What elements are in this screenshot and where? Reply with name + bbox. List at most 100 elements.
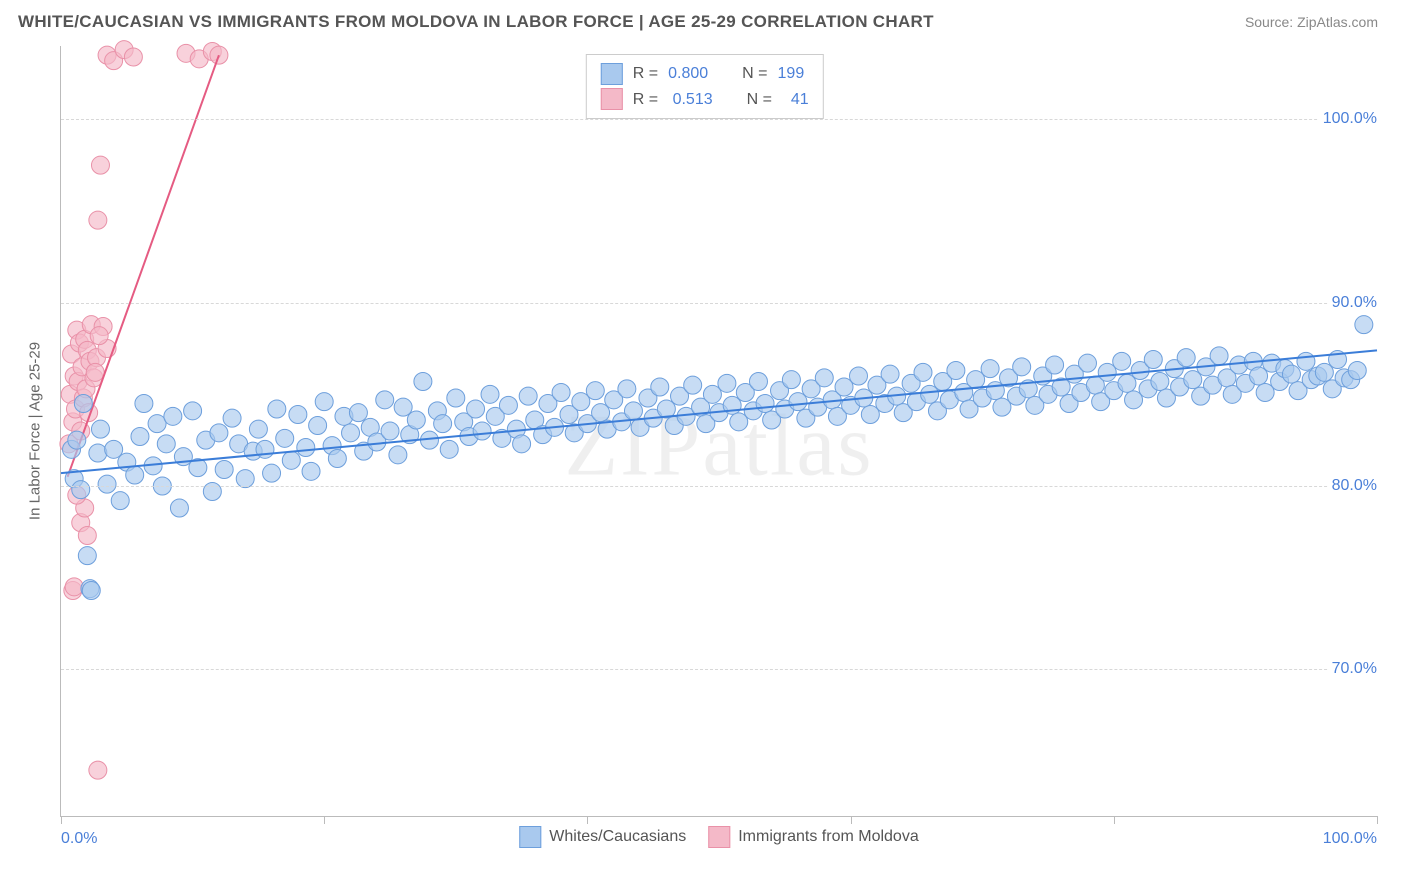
point-blue	[1297, 352, 1315, 370]
point-blue	[342, 424, 360, 442]
point-blue	[981, 360, 999, 378]
point-blue	[184, 402, 202, 420]
point-blue	[210, 424, 228, 442]
n-label: N =	[747, 87, 772, 113]
y-tick-label: 100.0%	[1319, 110, 1381, 128]
point-blue	[126, 466, 144, 484]
point-blue	[499, 396, 517, 414]
trendline-blue	[61, 350, 1377, 473]
series-label-pink: Immigrants from Moldova	[738, 828, 919, 846]
r-label: R =	[633, 61, 658, 87]
point-pink	[86, 363, 104, 381]
point-blue	[651, 378, 669, 396]
point-blue	[74, 395, 92, 413]
point-blue	[1013, 358, 1031, 376]
point-blue	[1282, 365, 1300, 383]
legend-stats-row-pink: R = 0.513 N = 41	[601, 87, 809, 113]
point-pink	[89, 211, 107, 229]
point-pink	[78, 527, 96, 545]
x-tick	[1377, 816, 1378, 824]
y-tick-label: 80.0%	[1328, 477, 1381, 495]
point-blue	[82, 582, 100, 600]
point-blue	[276, 429, 294, 447]
point-blue	[1144, 351, 1162, 369]
gridline	[61, 669, 1377, 670]
point-blue	[111, 492, 129, 510]
y-axis-label: In Labor Force | Age 25-29	[27, 342, 44, 520]
series-label-blue: Whites/Caucasians	[549, 828, 686, 846]
y-tick-label: 70.0%	[1328, 660, 1381, 678]
point-blue	[89, 444, 107, 462]
plot-area: In Labor Force | Age 25-29 ZIPatlas R = …	[60, 46, 1377, 817]
point-blue	[349, 404, 367, 422]
swatch-pink	[601, 88, 623, 110]
point-blue	[684, 376, 702, 394]
point-blue	[315, 393, 333, 411]
n-label: N =	[742, 61, 767, 87]
point-blue	[414, 373, 432, 391]
plot-svg	[61, 46, 1377, 816]
point-pink	[89, 761, 107, 779]
point-pink	[124, 48, 142, 66]
point-blue	[170, 499, 188, 517]
source-text: Source: ZipAtlas.com	[1245, 14, 1378, 30]
point-blue	[618, 380, 636, 398]
point-blue	[467, 400, 485, 418]
point-blue	[289, 406, 307, 424]
point-blue	[407, 411, 425, 429]
point-blue	[481, 385, 499, 403]
point-blue	[215, 461, 233, 479]
gridline	[61, 119, 1377, 120]
x-tick	[587, 816, 588, 824]
point-blue	[782, 371, 800, 389]
point-blue	[881, 365, 899, 383]
point-blue	[749, 373, 767, 391]
point-blue	[381, 422, 399, 440]
point-blue	[328, 450, 346, 468]
point-blue	[440, 440, 458, 458]
point-blue	[1348, 362, 1366, 380]
point-blue	[389, 446, 407, 464]
gridline	[61, 303, 1377, 304]
point-blue	[68, 431, 86, 449]
point-blue	[157, 435, 175, 453]
point-blue	[148, 415, 166, 433]
x-tick	[61, 816, 62, 824]
point-blue	[91, 420, 109, 438]
point-blue	[164, 407, 182, 425]
point-blue	[914, 363, 932, 381]
point-blue	[309, 417, 327, 435]
n-value-blue: 199	[778, 61, 805, 87]
point-blue	[236, 470, 254, 488]
x-tick	[324, 816, 325, 824]
point-blue	[586, 382, 604, 400]
point-blue	[302, 462, 320, 480]
point-blue	[473, 422, 491, 440]
x-tick-label: 0.0%	[61, 830, 97, 848]
point-blue	[624, 402, 642, 420]
point-blue	[1355, 316, 1373, 334]
point-blue	[1046, 356, 1064, 374]
point-blue	[249, 420, 267, 438]
point-blue	[268, 400, 286, 418]
point-blue	[815, 369, 833, 387]
y-tick-label: 90.0%	[1328, 294, 1381, 312]
point-blue	[947, 362, 965, 380]
point-blue	[1078, 354, 1096, 372]
point-blue	[1151, 373, 1169, 391]
r-label: R =	[633, 87, 658, 113]
legend-stats: R = 0.800 N = 199 R = 0.513 N = 41	[586, 54, 824, 119]
point-blue	[135, 395, 153, 413]
point-blue	[1113, 352, 1131, 370]
swatch-blue	[519, 826, 541, 848]
point-blue	[263, 464, 281, 482]
legend-item-blue: Whites/Caucasians	[519, 826, 686, 848]
chart-title: WHITE/CAUCASIAN VS IMMIGRANTS FROM MOLDO…	[18, 12, 934, 32]
point-blue	[552, 384, 570, 402]
swatch-pink	[708, 826, 730, 848]
point-pink	[65, 578, 83, 596]
point-blue	[1210, 347, 1228, 365]
r-value-pink: 0.513	[668, 87, 713, 113]
point-blue	[98, 475, 116, 493]
point-blue	[756, 395, 774, 413]
